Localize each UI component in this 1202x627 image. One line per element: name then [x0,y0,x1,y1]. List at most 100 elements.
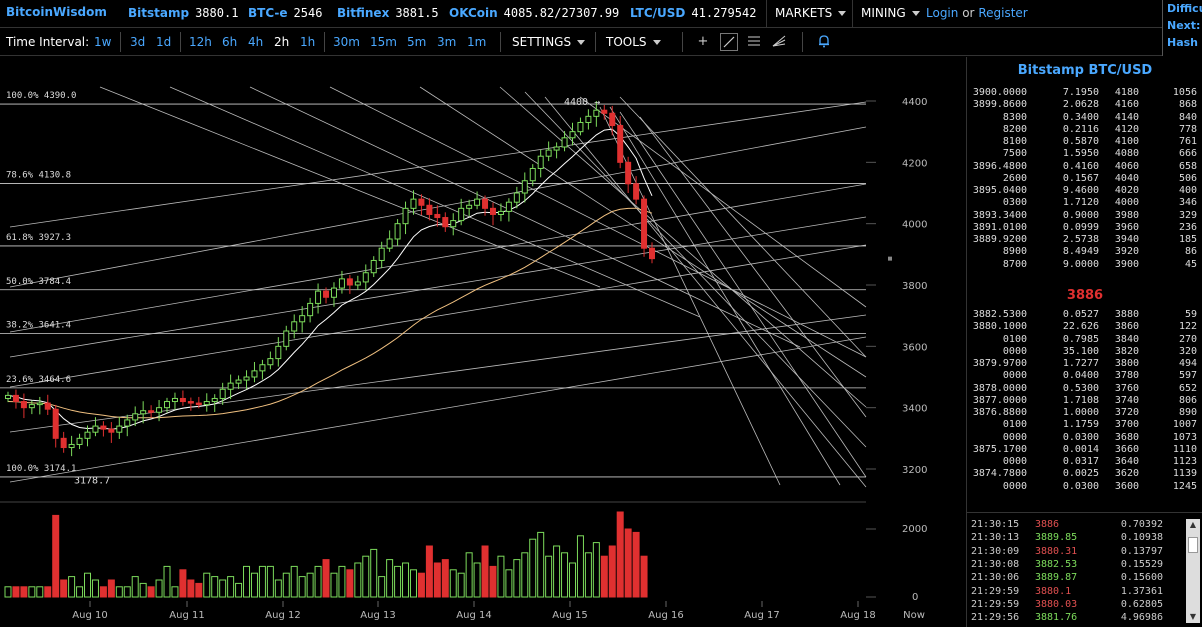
ask-row[interactable]: 3899.8600 2.0628 4160 868 [971,99,1197,111]
interval-3m[interactable]: 3m [437,35,457,49]
order-amount: 0.3400 [1062,111,1099,123]
interval-1w[interactable]: 1w [94,35,112,49]
ask-row[interactable]: 8300 0.3400 4140 840 [971,112,1197,124]
bid-row[interactable]: 0100 0.7985 3840 270 [971,334,1197,346]
depth-total: 890 [1178,407,1197,418]
volume-bar [298,576,306,598]
trade-amount: 0.10938 [1120,532,1163,544]
settings-dropdown[interactable]: SETTINGS [512,35,586,49]
bid-row[interactable]: 3876.8800 1.0000 3720 890 [971,407,1197,419]
interval-1h[interactable]: 1h [300,35,316,49]
depth-total: 1110 [1172,443,1197,455]
scroll-down-icon[interactable]: ▼ [1189,612,1197,621]
current-price-marker [888,256,892,261]
candle-body [307,302,314,317]
volume-tick-label: 2000 [902,524,927,535]
alarm-bell-icon[interactable] [815,33,833,51]
ask-row[interactable]: 3889.9200 2.5738 3940 185 [971,234,1197,246]
ask-row[interactable]: 3896.4800 0.4160 4060 658 [971,161,1197,173]
ask-row[interactable]: 8900 8.4949 3920 86 [971,246,1197,258]
trades-scrollbar[interactable]: ▲ ▼ [1186,519,1200,623]
ask-row[interactable]: 3895.0400 9.4600 4020 400 [971,185,1197,197]
bid-row[interactable]: 0000 35.100 3820 320 [971,346,1197,358]
bid-row[interactable]: 3875.1700 0.0014 3660 1110 [971,444,1197,456]
markets-menu[interactable]: MARKETS [775,6,847,20]
interval-15m[interactable]: 15m [370,35,397,49]
exchange-bitfinex[interactable]: Bitfinex 3881.5 [337,6,439,20]
ask-row[interactable]: 8700 9.0000 3900 45 [971,259,1197,271]
ema-long-line [7,207,653,419]
bid-row[interactable]: 3879.9700 1.7277 3800 494 [971,358,1197,370]
order-price: 3900.0000 [972,87,1027,98]
ask-row[interactable]: 3893.3400 0.9000 3980 329 [971,210,1197,222]
trend-line-icon[interactable] [720,33,738,51]
fib-level-label: 61.8% 3927.3 [6,233,71,243]
scroll-up-icon[interactable]: ▲ [1189,520,1197,529]
ask-row[interactable]: 8200 0.2116 4120 778 [971,124,1197,136]
depth-price: 4020 [1114,185,1139,196]
depth-total: 1139 [1172,468,1197,480]
ask-row[interactable]: 8100 0.5870 4100 761 [971,136,1197,148]
order-amount: 9.0000 [1062,258,1099,270]
interval-4h[interactable]: 4h [248,35,264,49]
volume-bar [386,559,394,598]
interval-3d[interactable]: 3d [130,35,146,49]
volume-bar [36,586,44,598]
exchange-btce[interactable]: BTC-e 2546 [248,6,323,20]
candle-body [513,192,520,203]
time-interval-label: Time Interval: [6,35,90,49]
brand-logo[interactable]: BitcoinWisdom [6,5,107,19]
ask-row[interactable]: 3900.0000 7.1950 4180 1056 [971,87,1197,99]
fan-lines-icon[interactable] [770,33,788,51]
price-chart[interactable]: 100.0% 4390.0 78.6% 4130.8 61.8% 3927.3 50.… [0,57,966,627]
ask-row[interactable]: 7500 1.5950 4080 666 [971,148,1197,160]
bid-row[interactable]: 3877.0000 1.7108 3740 806 [971,395,1197,407]
login-link[interactable]: Login [926,6,959,20]
interval-5m[interactable]: 5m [407,35,427,49]
tools-dropdown[interactable]: TOOLS [606,35,661,49]
bid-row[interactable]: 0000 0.0300 3680 1073 [971,432,1197,444]
depth-price: 3780 [1114,370,1139,382]
interval-6h[interactable]: 6h [222,35,238,49]
bid-row[interactable]: 0000 0.0300 3600 1245 [971,481,1197,493]
horizontal-lines-icon[interactable] [745,33,763,51]
depth-total: 86 [1184,246,1197,258]
interval-2h[interactable]: 2h [274,35,290,49]
depth-total: 320 [1178,345,1197,357]
volume-bar [616,511,624,598]
bid-row[interactable]: 0000 0.0400 3780 597 [971,370,1197,382]
ask-row[interactable]: 2600 0.1567 4040 506 [971,173,1197,185]
bid-row[interactable]: 3880.1000 22.626 3860 122 [971,321,1197,333]
exchange-ltcusd[interactable]: LTC/USD 41.279542 [630,6,757,20]
bid-row[interactable]: 0000 0.0317 3640 1123 [971,456,1197,468]
interval-1m[interactable]: 1m [467,35,487,49]
register-link[interactable]: Register [978,6,1028,20]
depth-total: 868 [1178,99,1197,111]
interval-30m[interactable]: 30m [333,35,360,49]
bid-row[interactable]: 0100 1.1759 3700 1007 [971,419,1197,431]
depth-total: 652 [1178,382,1197,394]
mining-menu[interactable]: MINING [861,6,920,20]
candle-body [434,213,441,219]
volume-bar [338,565,346,598]
depth-price: 3920 [1114,246,1139,258]
depth-total: 806 [1178,394,1197,406]
bid-row[interactable]: 3874.7800 0.0025 3620 1139 [971,468,1197,480]
interval-1d[interactable]: 1d [156,35,172,49]
ask-row[interactable]: 3891.0100 0.0999 3960 236 [971,222,1197,234]
volume-bar [195,582,203,598]
exchange-bitstamp[interactable]: Bitstamp 3880.1 [128,6,239,20]
candle-body [625,161,632,185]
scroll-thumb[interactable] [1188,537,1198,553]
crosshair-icon[interactable]: + [697,34,709,49]
bid-row[interactable]: 3878.0000 0.5300 3760 652 [971,383,1197,395]
depth-price: 3940 [1114,234,1139,245]
exchange-okcoin[interactable]: OKCoin 4085.82/27307.99 [449,6,620,20]
volume-bar [370,548,378,598]
time-tick-label: Aug 12 [265,610,300,621]
candle-body [601,109,608,114]
interval-12h[interactable]: 12h [189,35,212,49]
ask-row[interactable]: 0300 1.7120 4000 346 [971,197,1197,209]
order-amount: 7.1950 [1062,87,1099,98]
bid-row[interactable]: 3882.5300 0.0527 3880 59 [971,309,1197,321]
